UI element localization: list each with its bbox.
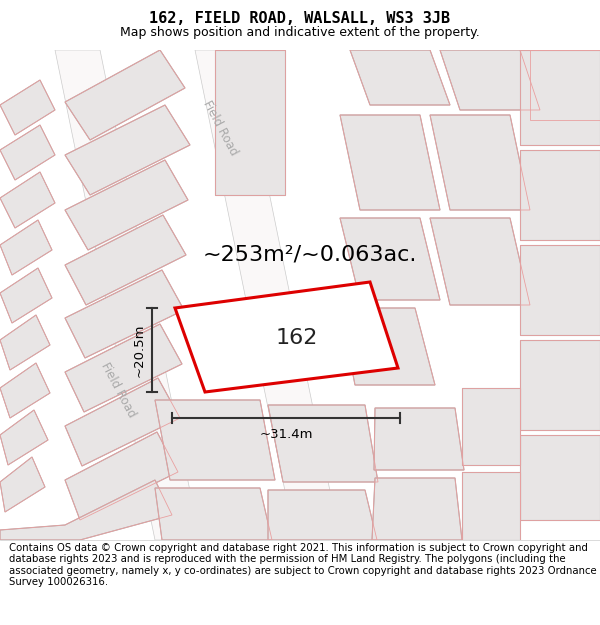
Polygon shape [65,270,184,358]
Polygon shape [0,220,52,275]
Polygon shape [65,324,182,412]
Polygon shape [268,405,378,482]
Polygon shape [340,308,435,385]
Polygon shape [215,50,285,195]
Polygon shape [440,50,540,110]
Text: Map shows position and indicative extent of the property.: Map shows position and indicative extent… [120,26,480,39]
Polygon shape [520,50,600,145]
Text: Field Road: Field Road [98,360,138,420]
Polygon shape [65,160,188,250]
Polygon shape [0,315,50,370]
Text: Contains OS data © Crown copyright and database right 2021. This information is : Contains OS data © Crown copyright and d… [9,542,596,588]
Text: Field Road: Field Road [200,98,240,158]
Polygon shape [350,50,450,105]
Polygon shape [0,80,55,135]
Polygon shape [462,388,520,465]
Polygon shape [372,478,462,540]
Text: 162, FIELD ROAD, WALSALL, WS3 3JB: 162, FIELD ROAD, WALSALL, WS3 3JB [149,11,451,26]
Polygon shape [155,488,272,540]
Polygon shape [520,435,600,520]
Polygon shape [0,172,55,228]
Text: 162: 162 [276,328,318,348]
Polygon shape [268,490,377,540]
Polygon shape [65,50,185,140]
Polygon shape [65,215,186,305]
Polygon shape [530,50,600,120]
Polygon shape [155,400,275,480]
Polygon shape [0,410,48,465]
Polygon shape [55,50,200,540]
Polygon shape [0,363,50,418]
Polygon shape [0,457,45,512]
Text: ~31.4m: ~31.4m [259,428,313,441]
Polygon shape [65,378,180,466]
Polygon shape [340,218,440,300]
Polygon shape [175,282,398,392]
Polygon shape [462,472,520,540]
Polygon shape [430,218,530,305]
Polygon shape [374,408,464,470]
Text: ~253m²/~0.063ac.: ~253m²/~0.063ac. [203,245,417,265]
Polygon shape [340,115,440,210]
Polygon shape [195,50,340,540]
Text: ~20.5m: ~20.5m [133,323,146,377]
Polygon shape [0,268,52,323]
Polygon shape [520,150,600,240]
Polygon shape [65,432,178,520]
Polygon shape [520,245,600,335]
Polygon shape [65,105,190,195]
Polygon shape [0,125,55,180]
Polygon shape [0,480,172,540]
Polygon shape [520,340,600,430]
Polygon shape [430,115,530,210]
